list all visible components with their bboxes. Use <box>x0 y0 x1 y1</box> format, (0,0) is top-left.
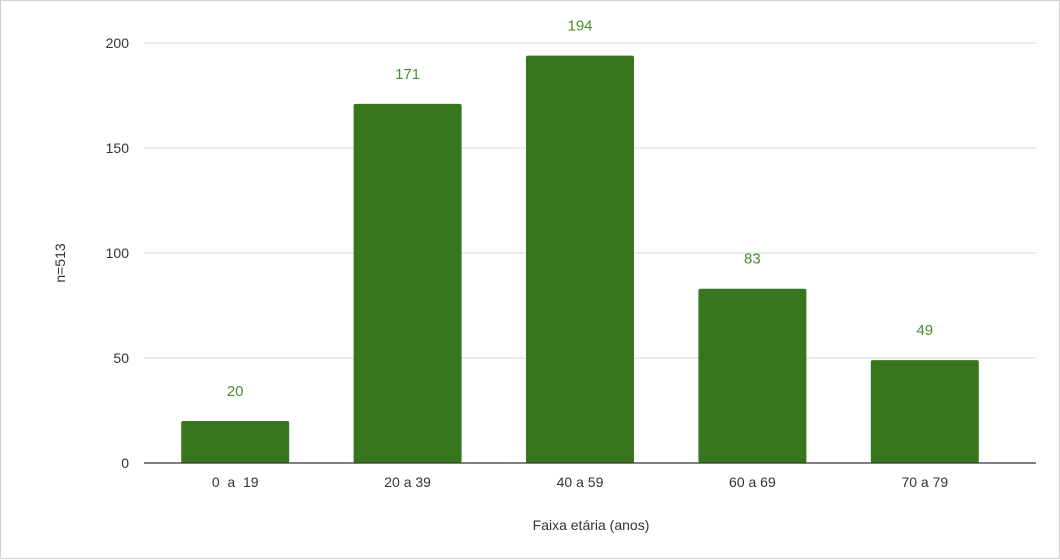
y-tick-label: 0 <box>121 455 129 471</box>
x-tick-label: 60 a 69 <box>729 474 776 490</box>
bars <box>181 55 979 464</box>
y-tick-labels: 0 50 100 150 200 <box>106 35 130 471</box>
bar <box>526 55 634 463</box>
y-tick-label: 100 <box>106 245 130 261</box>
y-tick-label: 150 <box>106 140 130 156</box>
data-label: 20 <box>227 383 244 400</box>
value-labels: 20 171 194 83 49 <box>227 18 933 400</box>
x-tick-label: 70 a 79 <box>901 474 948 490</box>
y-tick-label: 50 <box>113 350 129 366</box>
data-label: 194 <box>567 18 592 35</box>
x-tick-label: 20 a 39 <box>384 474 431 490</box>
x-tick-label: 0 a 19 <box>212 474 259 490</box>
y-axis-title: n=513 <box>52 243 68 283</box>
x-axis-title: Faixa etária (anos) <box>533 517 650 533</box>
bar <box>353 103 462 464</box>
data-label: 49 <box>916 322 933 339</box>
data-label: 83 <box>744 251 761 268</box>
data-label: 171 <box>395 66 420 83</box>
bar <box>870 360 979 463</box>
y-tick-label: 200 <box>106 35 130 51</box>
x-tick-labels: 0 a 19 20 a 39 40 a 59 60 a 69 70 a 79 <box>212 474 949 490</box>
x-tick-label: 40 a 59 <box>557 474 604 490</box>
bar <box>181 421 290 463</box>
bar <box>698 288 807 463</box>
